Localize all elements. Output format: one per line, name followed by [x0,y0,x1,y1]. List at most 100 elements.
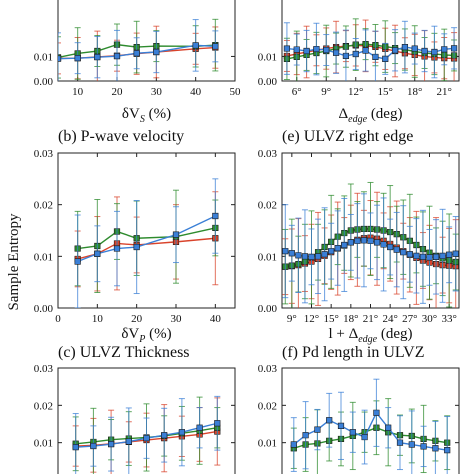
data-point [90,442,97,450]
panel-title: (c) ULVZ Thickness [58,344,190,361]
data-point [196,424,203,431]
axes-frame [57,152,236,309]
y-tick-label: 0.01 [34,51,53,63]
series-1 [290,378,451,474]
x-axis-label: Δedge (deg) [339,106,403,125]
data-point [293,46,300,53]
data-point [373,409,380,416]
y-tick-label: 0.02 [258,200,277,212]
data-point [314,426,321,433]
data-point [323,46,330,54]
plot-area [58,18,219,81]
data-point [367,237,374,244]
data-point [288,250,295,257]
x-tick-label: 15° [378,86,393,98]
panel-e: (e) ULVZ right edge 0.00 0.01 0.02 0.03 9° 12°… [258,128,460,345]
data-point [74,55,81,62]
panel-title: (b) P-wave velocity [58,128,184,145]
y-tick-label: 0.01 [34,438,53,450]
x-tick-label: 15° [323,313,338,325]
data-point [431,48,438,56]
x-axis-label: δVP (%) [121,326,171,345]
plot-area [282,181,459,308]
data-point [143,435,150,442]
x-axis-label-main: l + Δ [328,326,358,342]
data-point [362,47,369,54]
x-tick-label: 10 [92,313,104,325]
data-point [94,250,101,257]
x-axis-label: l + Δedge (deg) [328,326,412,345]
data-point [393,246,400,253]
y-axis-label: Sample Entropy [6,213,22,311]
data-point [58,55,62,62]
data-point [282,248,289,255]
data-point [347,239,354,246]
data-point [439,252,446,259]
x-tick-label: 20 [131,313,143,325]
data-point [301,253,309,260]
data-point [302,432,309,439]
plot-area [283,18,458,81]
panel-c: (c) ULVZ Thickness 0.01 0.02 0.03 [34,344,236,474]
y-tick-label: 0.01 [34,251,53,263]
x-axis-label-unit: (%) [145,326,171,342]
panel-b: (b) P-wave velocity 0.00 0.01 0.02 0.03 0 10 20… [34,128,236,345]
data-point [361,433,368,441]
data-point [314,253,322,260]
x-axis-label-sub: P [138,334,145,345]
data-point [313,45,320,53]
y-tick-label: 0.02 [34,400,53,412]
x-tick-label: 9° [287,313,297,325]
data-point [391,47,399,54]
series-2 [58,19,219,81]
x-tick-label: 10 [72,86,84,98]
x-tick-label: 12° [304,313,319,325]
data-point [360,237,368,244]
y-tick-label: 0.00 [258,303,278,315]
data-point [426,254,433,261]
x-axis-label-unit: (deg) [377,326,412,342]
data-point [283,45,291,52]
y-tick-label: 0.00 [34,303,54,315]
data-point [413,252,420,259]
x-axis-label-sub: edge [348,114,367,125]
data-point [161,432,168,439]
panel-d: 0.00 0.01 6° 9° 12° 15° 18° 21° Δedge (deg) [258,0,460,125]
data-point [406,251,413,258]
axes-frame [281,0,460,82]
data-point [212,212,219,220]
series-line [77,227,216,250]
data-point [172,231,180,238]
x-tick-label: 6° [292,86,302,98]
x-axis-label-unit: (%) [145,106,171,122]
data-point [328,248,335,255]
x-tick-label: 21° [437,86,452,98]
data-point [419,253,427,260]
series-2 [74,178,219,308]
series-1 [74,189,219,293]
x-tick-label: 24° [382,313,397,325]
data-point [380,241,387,248]
data-point [303,47,310,55]
data-point [450,45,458,52]
axes-frame [57,367,236,474]
data-point [94,54,101,61]
x-axis-label: δVS (%) [122,106,171,125]
axes-frame [57,0,236,82]
x-tick-label: 20 [112,86,124,98]
y-tick-label: 0.01 [258,51,277,63]
data-point [421,47,428,55]
x-tick-label: 18° [343,313,358,325]
y-tick-label: 0.03 [34,363,54,375]
data-point [400,249,407,256]
y-tick-label: 0.03 [258,148,278,160]
x-tick-label: 27° [402,313,417,325]
x-axis-label-main: δV [122,106,140,122]
x-tick-label: 30° [422,313,437,325]
data-point [444,447,451,454]
data-point [387,243,394,251]
data-point [385,424,392,431]
data-point [332,49,340,56]
x-axis-label-main: Δ [339,106,349,122]
y-tick-label: 0.03 [258,363,278,375]
